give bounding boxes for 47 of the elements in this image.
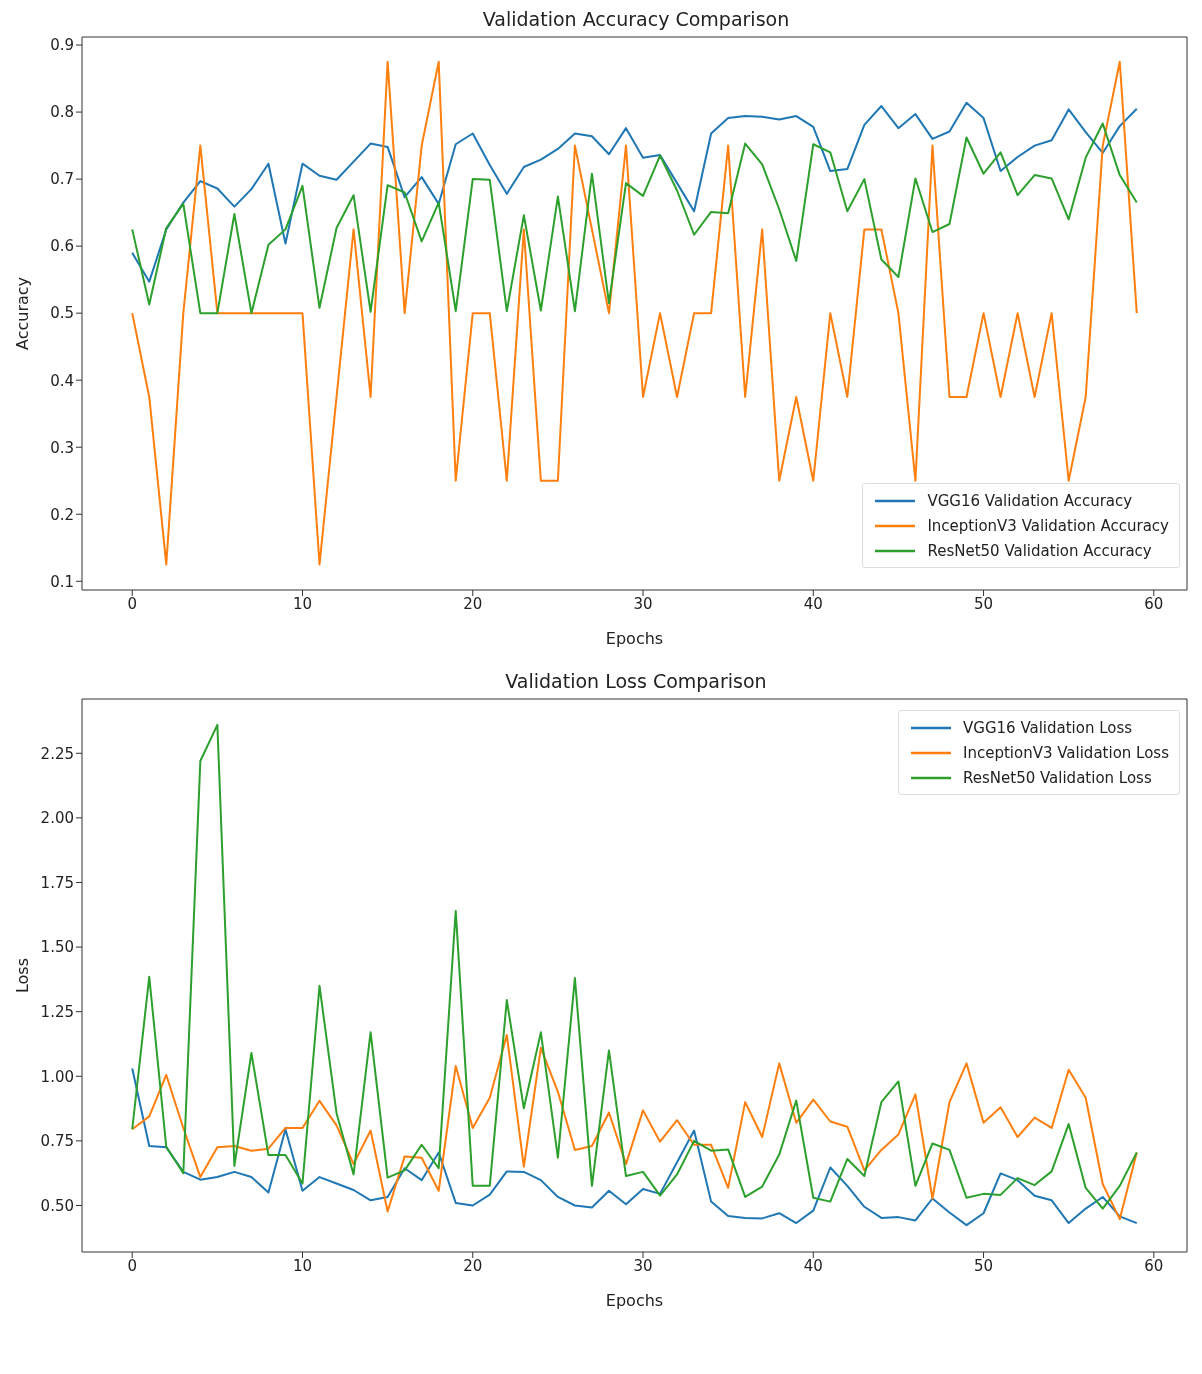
legend-label: ResNet50 Validation Accuracy — [927, 541, 1152, 560]
y-tick-label: 0.4 — [50, 371, 74, 390]
y-axis-title: Loss — [12, 957, 32, 994]
line-series — [131, 1033, 1138, 1221]
line-series — [131, 1067, 1138, 1227]
x-tick-label: 10 — [292, 594, 313, 613]
y-tick-label: 0.75 — [40, 1132, 74, 1151]
y-tick-label: 0.50 — [40, 1196, 74, 1215]
y-tick-label: 0.6 — [50, 237, 74, 256]
x-tick-label: 60 — [1144, 594, 1164, 613]
x-tick-label: 40 — [803, 594, 823, 613]
y-tick-label: 0.8 — [50, 103, 74, 122]
chart-title: Validation Accuracy Comparison — [481, 8, 791, 30]
x-axis-title: Epochs — [605, 629, 664, 648]
y-tick-label: 0.2 — [50, 505, 74, 524]
x-tick-label: 30 — [633, 594, 653, 613]
legend-label: ResNet50 Validation Loss — [963, 768, 1152, 787]
x-tick-label: 60 — [1144, 1256, 1164, 1275]
legend-label: VGG16 Validation Loss — [963, 718, 1133, 737]
x-tick-label: 0 — [127, 1256, 137, 1275]
y-tick-label: 0.5 — [50, 304, 74, 323]
line-series — [131, 122, 1138, 315]
legend-label: InceptionV3 Validation Accuracy — [927, 516, 1169, 535]
x-axis-title: Epochs — [605, 1291, 664, 1310]
x-tick-label: 0 — [127, 594, 137, 613]
y-tick-label: 0.7 — [50, 170, 74, 189]
chart-title: Validation Loss Comparison — [504, 670, 768, 692]
x-tick-label: 20 — [463, 1256, 483, 1275]
x-tick-label: 30 — [633, 1256, 653, 1275]
line-series — [131, 101, 1138, 283]
y-tick-label: 1.75 — [40, 873, 74, 892]
y-tick-label: 2.00 — [40, 809, 74, 828]
y-tick-label: 0.9 — [50, 36, 74, 55]
x-tick-label: 50 — [973, 594, 994, 613]
x-tick-label: 20 — [463, 594, 483, 613]
y-tick-label: 1.00 — [40, 1067, 74, 1086]
y-tick-label: 1.50 — [40, 938, 74, 957]
y-tick-label: 2.25 — [40, 744, 74, 763]
x-tick-label: 50 — [973, 1256, 994, 1275]
legend-label: VGG16 Validation Accuracy — [927, 491, 1133, 510]
x-tick-label: 40 — [803, 1256, 823, 1275]
legend-label: InceptionV3 Validation Loss — [963, 743, 1169, 762]
y-tick-label: 1.25 — [40, 1003, 74, 1021]
y-tick-label: 0.3 — [50, 438, 74, 457]
x-tick-label: 10 — [292, 1256, 313, 1275]
y-axis-title: Accuracy — [12, 276, 32, 351]
y-tick-label: 0.1 — [50, 572, 74, 591]
